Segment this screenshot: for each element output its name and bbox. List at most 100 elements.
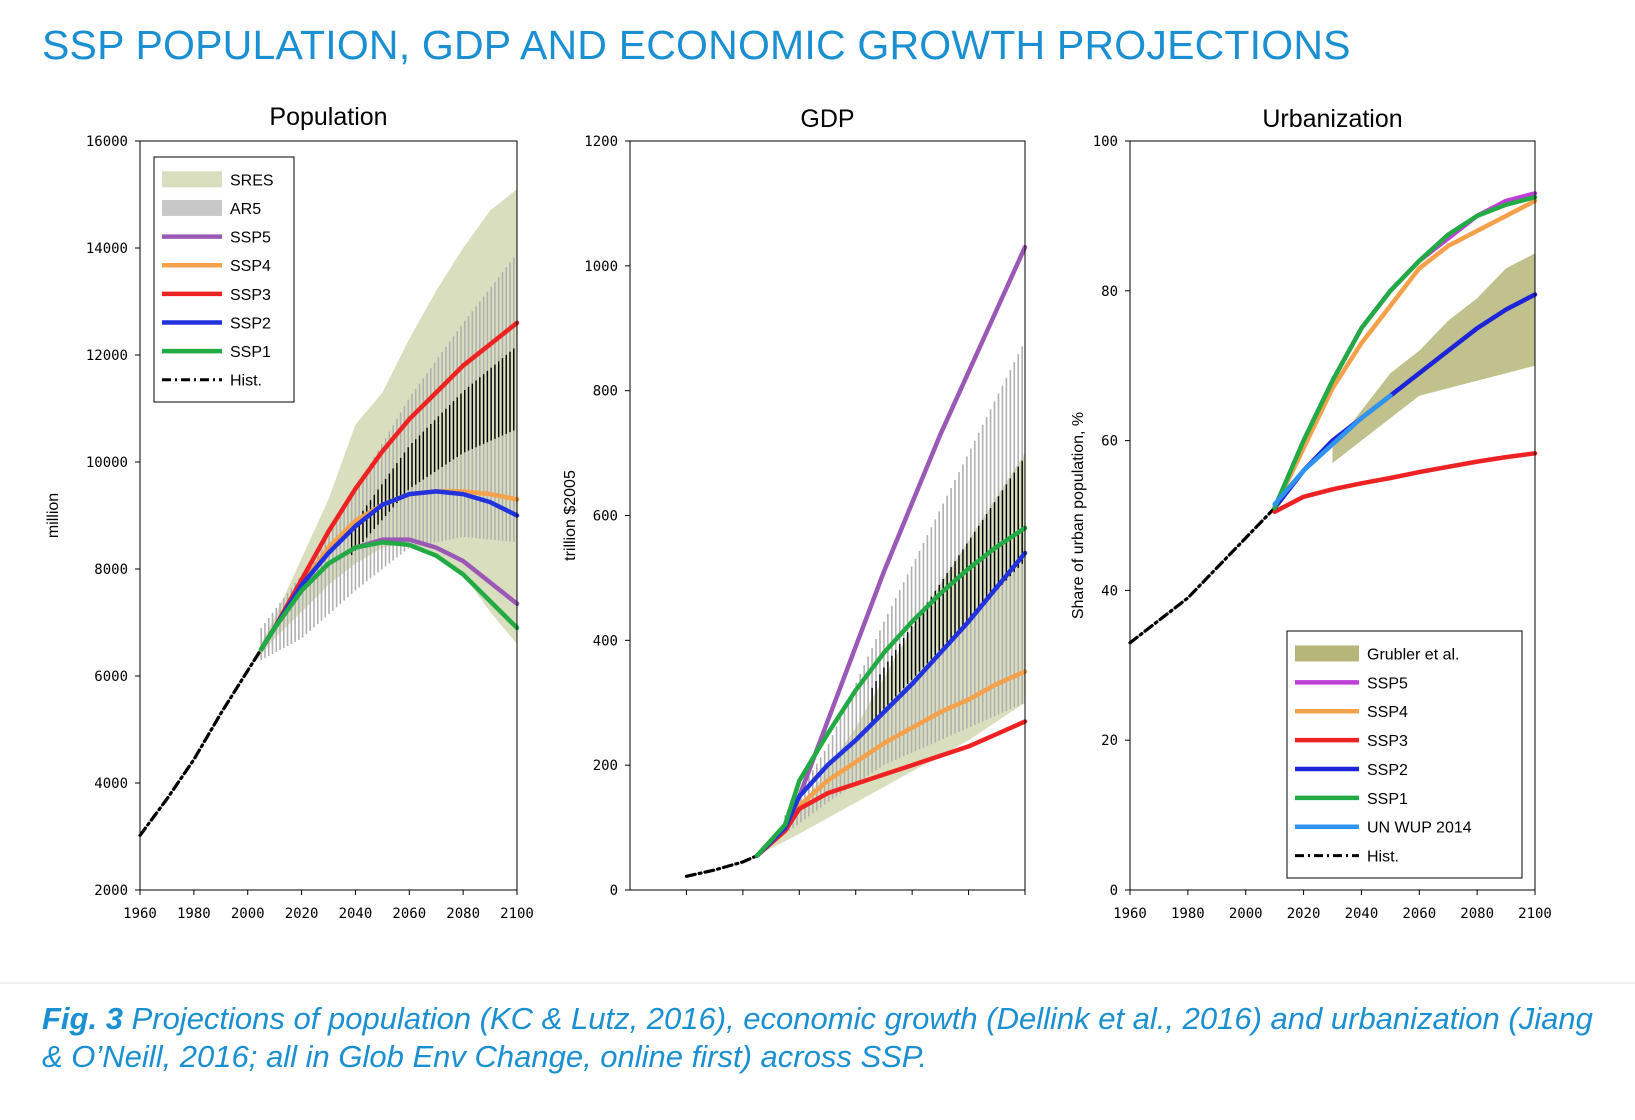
x-tick-label: 2080 xyxy=(446,906,480,922)
legend-item-hist: Hist. xyxy=(162,373,262,390)
y-tick-label: 600 xyxy=(593,509,618,525)
y-tick-label: 8000 xyxy=(94,562,128,578)
series-hist xyxy=(684,854,759,878)
legend-box xyxy=(1286,630,1523,879)
series-ssp3 xyxy=(1272,451,1538,515)
y-tick-label: 0 xyxy=(1110,883,1118,899)
x-tick-label: 2000 xyxy=(231,906,265,922)
band-grubler-et-al xyxy=(1332,253,1535,464)
series-ssp1 xyxy=(1272,194,1538,511)
legend-label: SSP5 xyxy=(230,230,271,247)
legend-item-ssp4: SSP4 xyxy=(1295,704,1408,721)
legend-item-ssp2: SSP2 xyxy=(162,315,271,332)
charts-canvas: Populationmillion20004000600080001000012… xyxy=(45,103,1552,922)
legend-label: SSP3 xyxy=(230,287,271,304)
legend-label: SSP4 xyxy=(1367,704,1408,721)
legend-item-un-wup-2014: UN WUP 2014 xyxy=(1295,820,1472,837)
y-tick-label: 4000 xyxy=(94,776,128,792)
x-tick-label: 2020 xyxy=(285,906,319,922)
y-tick-label: 14000 xyxy=(86,241,128,257)
legend-label: AR5 xyxy=(230,201,261,218)
y-axis-label: Share of urban population, % xyxy=(1070,412,1087,619)
legend-item-grubler-et-al: Grubler et al. xyxy=(1295,645,1459,663)
legend: SRES AR5 SSP5 SSP4 SSP3 SSP2 SSP1 Hist. xyxy=(153,156,295,403)
series-ssp2 xyxy=(754,550,1028,858)
x-tick-label: 1980 xyxy=(1171,906,1205,922)
legend-item-ssp5: SSP5 xyxy=(162,230,271,247)
y-tick-label: 1200 xyxy=(584,134,618,150)
series-ssp1 xyxy=(258,540,520,652)
legend-item-ssp4: SSP4 xyxy=(162,258,271,275)
x-tick-label: 1960 xyxy=(1113,906,1147,922)
y-axis-label: million xyxy=(45,493,62,538)
y-tick-label: 20 xyxy=(1101,733,1118,749)
legend-item-ssp1: SSP1 xyxy=(1295,791,1408,808)
series-un-wup-2014 xyxy=(1272,393,1393,507)
y-tick-label: 16000 xyxy=(86,134,128,150)
series-ssp4 xyxy=(1272,198,1538,511)
legend-item-sres: SRES xyxy=(162,171,274,189)
y-tick-label: 100 xyxy=(1093,134,1118,150)
y-tick-label: 200 xyxy=(593,758,618,774)
series-hist xyxy=(138,626,277,837)
legend-label: UN WUP 2014 xyxy=(1367,820,1472,837)
caption-text: Projections of population (KC & Lutz, 20… xyxy=(42,1001,1593,1074)
legend-label: SSP3 xyxy=(1367,733,1408,750)
legend-label: SSP5 xyxy=(1367,675,1408,692)
legend-item-ssp1: SSP1 xyxy=(162,344,271,361)
legend-label: SSP2 xyxy=(1367,762,1408,779)
legend-label: SRES xyxy=(230,172,274,189)
legend-label: SSP4 xyxy=(230,258,271,275)
legend-label: SSP1 xyxy=(1367,791,1408,808)
legend-item-ssp3: SSP3 xyxy=(162,287,271,304)
legend-swatch xyxy=(162,199,222,216)
x-tick-label: 2100 xyxy=(1518,906,1552,922)
y-tick-label: 40 xyxy=(1101,583,1118,599)
urbanization-chart: Urbanization Share of urban population, %… xyxy=(1070,105,1552,922)
figure-caption: Fig. 3 Projections of population (KC & L… xyxy=(42,1000,1622,1076)
chart-title: Population xyxy=(269,103,387,131)
legend-item-ssp3: SSP3 xyxy=(1295,733,1408,750)
band-area xyxy=(247,189,517,671)
x-tick-label: 2060 xyxy=(392,906,426,922)
x-tick-label: 2100 xyxy=(500,906,534,922)
y-tick-label: 10000 xyxy=(86,455,128,471)
series-hist xyxy=(1128,506,1277,645)
series-ssp1 xyxy=(754,525,1028,858)
caption-fig-label: Fig. 3 xyxy=(42,1001,123,1036)
y-tick-label: 60 xyxy=(1101,434,1118,450)
legend-item-ssp2: SSP2 xyxy=(1295,762,1408,779)
legend-label: Grubler et al. xyxy=(1367,646,1459,663)
x-tick-label: 1980 xyxy=(177,906,211,922)
legend-label: Hist. xyxy=(1367,849,1399,866)
y-tick-label: 80 xyxy=(1101,284,1118,300)
series-ssp3 xyxy=(754,719,1028,858)
x-tick-label: 2060 xyxy=(1402,906,1436,922)
y-axis-label: trillion $2005 xyxy=(562,470,579,561)
x-tick-label: 2040 xyxy=(339,906,373,922)
x-tick-label: 1960 xyxy=(123,906,157,922)
x-tick-label: 2040 xyxy=(1345,906,1379,922)
legend-item-ssp5: SSP5 xyxy=(1295,675,1408,692)
plot-frame xyxy=(1129,140,1536,891)
legend-label: SSP1 xyxy=(230,344,271,361)
legend-label: SSP2 xyxy=(230,315,271,332)
divider xyxy=(0,982,1635,984)
legend-swatch xyxy=(162,171,222,188)
x-tick-label: 2000 xyxy=(1229,906,1263,922)
legend-item-ar5: AR5 xyxy=(162,199,261,218)
legend-swatch xyxy=(1295,645,1359,662)
legend-label: Hist. xyxy=(230,373,262,390)
y-tick-label: 0 xyxy=(610,883,618,899)
gdp-chart: GDP trillion $2005 0 200 400 600 800 1000 1200 xyxy=(562,105,1028,899)
chart-title: GDP xyxy=(800,105,854,133)
band-sres xyxy=(757,453,1025,856)
legend-item-hist: Hist. xyxy=(1295,849,1399,866)
y-tick-label: 400 xyxy=(593,633,618,649)
y-tick-label: 1000 xyxy=(584,259,618,275)
y-tick-label: 2000 xyxy=(94,883,128,899)
band-area xyxy=(1332,253,1535,464)
x-tick-label: 2020 xyxy=(1287,906,1321,922)
x-tick-label: 2080 xyxy=(1460,906,1494,922)
band-area xyxy=(757,453,1025,856)
